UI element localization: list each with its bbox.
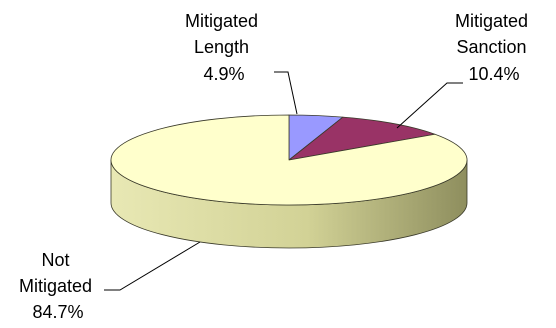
leader-line-mitigated-length	[274, 71, 298, 115]
leader-line-mitigated-sanction	[396, 82, 463, 129]
slice-label-not-mitigated: Not Mitigated 84.7%	[19, 250, 97, 322]
slice-label-mitigated-sanction: Mitigated Sanction 10.4%	[455, 11, 533, 84]
pie-slice-top-2	[110, 114, 468, 206]
slice-label-mitigated-length: Mitigated Length 4.9%	[185, 11, 263, 84]
pie-labels: Mitigated Length 4.9% Mitigated Sanction…	[19, 11, 533, 322]
pie-slice-top-1	[288, 116, 436, 161]
pie-top-face	[110, 114, 468, 206]
leader-line-not-mitigated	[104, 241, 201, 291]
